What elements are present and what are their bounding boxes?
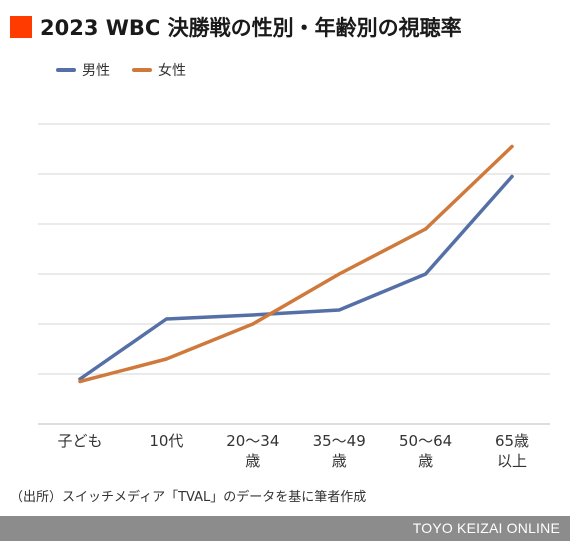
data-point-s1-1 <box>164 357 168 361</box>
series-line-0 <box>78 174 514 381</box>
legend-item-female: 女性 <box>132 60 186 80</box>
chart-title: 2023 WBC 決勝戦の性別・年齢別の視聴率 <box>40 16 462 40</box>
brand-logo-text: TOYO KEIZAI ONLINE <box>412 520 560 536</box>
x-axis-tick-labels: 子ども 10代 20〜34 歳 35〜49 歳 50〜64 歳 65歳以上 <box>57 432 529 470</box>
data-point-s0-5 <box>510 174 514 179</box>
chart-header: 2023 WBC 決勝戦の性別・年齢別の視聴率 <box>10 12 462 42</box>
chart-legend: 男性 女性 <box>56 60 208 80</box>
title-accent-square <box>10 16 32 38</box>
data-point-s1-3 <box>337 272 341 276</box>
x-tick-label-2: 20〜34 歳 <box>226 432 279 470</box>
data-point-s1-4 <box>424 227 428 231</box>
data-point-s0-2 <box>251 313 255 317</box>
x-tick-label-0: 子ども <box>57 432 102 450</box>
gridlines <box>38 123 550 425</box>
data-point-s1-2 <box>251 322 255 326</box>
x-tick-label-5: 65歳以上 <box>495 432 529 470</box>
x-tick-label-1: 10代 <box>149 432 183 450</box>
footer-bar: TOYO KEIZAI ONLINE <box>0 516 570 541</box>
series-line-1 <box>78 144 514 384</box>
data-point-s1-0 <box>78 379 82 384</box>
x-tick-label-3: 35〜49 歳 <box>313 432 366 470</box>
series-lines <box>78 144 514 384</box>
data-point-s1-5 <box>510 144 514 149</box>
legend-swatch-female <box>132 68 152 72</box>
x-tick-label-4: 50〜64 歳 <box>399 432 452 470</box>
data-point-s0-3 <box>337 308 341 312</box>
data-point-s0-1 <box>164 317 168 321</box>
legend-label-female: 女性 <box>158 63 186 79</box>
data-point-s0-4 <box>424 272 428 276</box>
legend-label-male: 男性 <box>82 63 110 79</box>
legend-item-male: 男性 <box>56 60 110 80</box>
legend-swatch-male <box>56 68 76 72</box>
source-note: （出所）スイッチメディア「TVAL」のデータを基に筆者作成 <box>10 490 367 505</box>
